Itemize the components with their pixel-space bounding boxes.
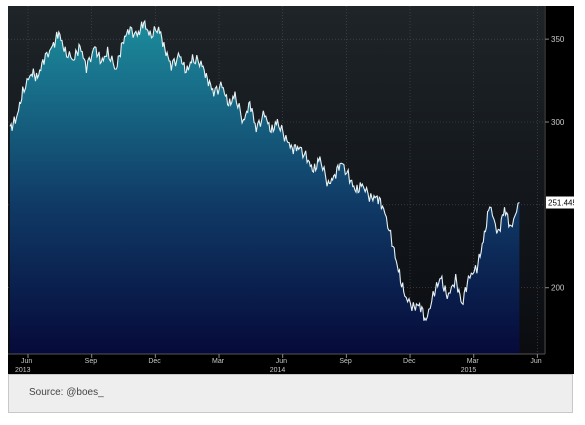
y-tick-label: 350 [551,35,565,44]
x-tick-label: Sep [339,358,352,365]
x-tick-label: Dec [148,358,161,365]
y-tick-label: 300 [551,118,565,127]
x-axis: Jun Sep Dec Mar Jun Sep Dec Mar Jun 2013 2014 2015 [8,353,545,374]
x-tick-label: Jun [276,358,287,365]
last-value-label: 251.445 [546,196,574,209]
chart-area: 200 300 350 Jun Sep Dec Mar Jun Sep Dec Mar Jun 201… [8,6,574,374]
y-axis: 200 300 350 [544,6,565,354]
y-tick-label: 200 [551,284,565,293]
source-footer: Source: @boes_ [8,374,573,413]
last-value-text: 251.445 [548,199,574,208]
source-label: Source: @boes_ [29,387,104,398]
data-area [10,21,520,354]
x-year-label: 2014 [270,367,286,374]
data-line [9,19,520,322]
x-tick-label: Sep [85,358,98,365]
x-year-label: 2015 [461,367,477,374]
x-tick-label: Mar [467,358,480,365]
x-tick-label: Jun [21,358,32,365]
x-tick-label: Jun [530,358,541,365]
x-tick-label: Mar [212,358,225,365]
x-year-label: 2013 [15,367,31,374]
x-tick-label: Dec [403,358,416,365]
price-chart: 200 300 350 Jun Sep Dec Mar Jun Sep Dec Mar Jun 201… [8,6,574,374]
